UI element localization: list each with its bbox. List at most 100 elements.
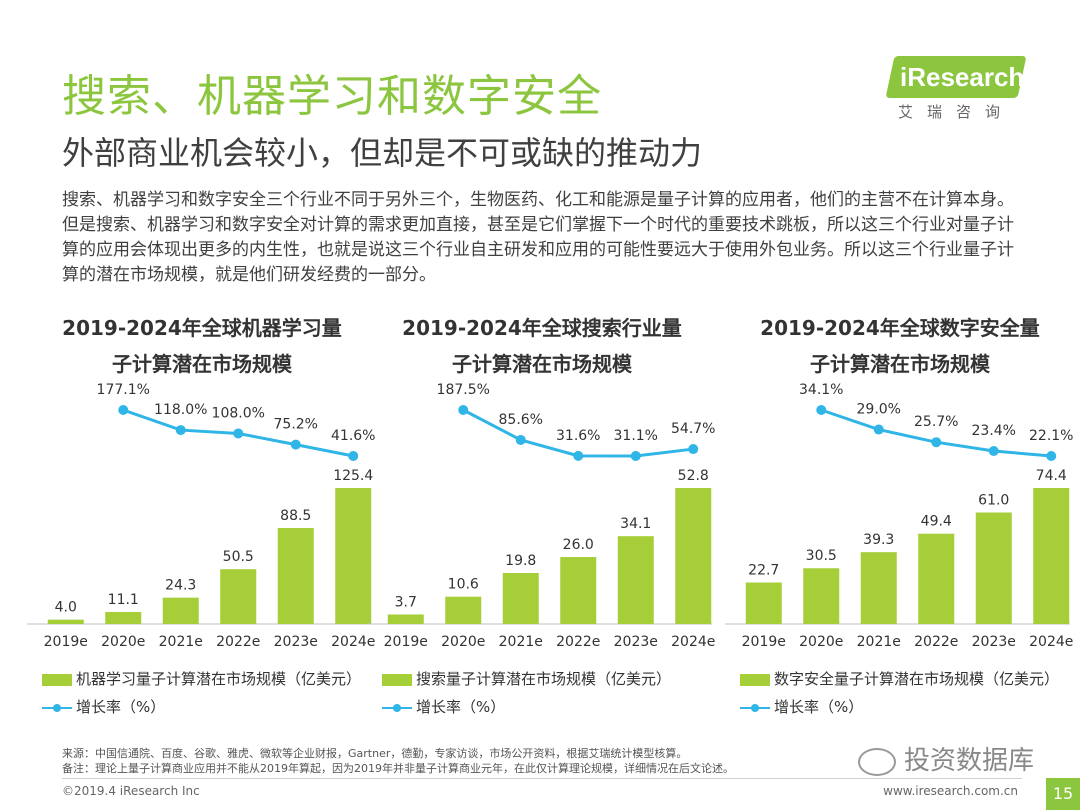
legend-line: 增长率（%）	[740, 696, 863, 717]
bar-label-2023e: 61.0	[978, 492, 1009, 508]
footer-source: 来源：中国信通院、百度、谷歌、雅虎、微软等企业财报，Gartner，德勤，专家访…	[62, 747, 688, 760]
legend-line: 增长率（%）	[42, 696, 165, 717]
chart-title-line2: 子计算潜在市场规模	[112, 352, 292, 376]
logo-badge: iResearch	[885, 56, 1034, 99]
legend-line-label: 增长率（%）	[416, 698, 506, 716]
bar-label-2019e: 3.7	[395, 594, 417, 610]
bar-label-2019e: 4.0	[55, 600, 77, 616]
legend-bar-label: 搜索量子计算潜在市场规模（亿美元）	[416, 670, 672, 688]
bar-label-2020e: 10.6	[448, 577, 479, 593]
bar-2019e	[745, 582, 782, 624]
x-tick-2024e: 2024e	[1029, 634, 1073, 650]
growth-point-2023e	[290, 439, 301, 450]
bar-label-2022e: 26.0	[563, 537, 594, 553]
growth-point-2022e	[573, 450, 584, 461]
copyright: ©2019.4 iResearch Inc	[62, 784, 200, 798]
growth-point-2022e	[233, 428, 244, 439]
growth-label-2021e: 85.6%	[499, 412, 543, 428]
legend-bar: 机器学习量子计算潜在市场规模（亿美元）	[42, 668, 361, 689]
x-tick-2021e: 2021e	[499, 634, 543, 650]
footer-note: 备注：理论上量子计算商业应用并不能从2019年算起，因为2019年并非量子计算商…	[62, 762, 734, 775]
legend-bar: 数字安全量子计算潜在市场规模（亿美元）	[740, 668, 1059, 689]
growth-point-2021e	[175, 425, 186, 436]
legend-bar-label: 机器学习量子计算潜在市场规模（亿美元）	[76, 670, 362, 688]
legend-line: 增长率（%）	[382, 696, 505, 717]
footer-divider	[62, 778, 1022, 779]
growth-label-2020e: 177.1%	[97, 382, 150, 398]
logo-text: iResearch	[900, 62, 1025, 92]
growth-label-2023e: 75.2%	[274, 417, 318, 433]
growth-point-2021e	[515, 434, 526, 445]
x-tick-2022e: 2022e	[556, 634, 600, 650]
bar-label-2023e: 88.5	[280, 508, 311, 524]
x-tick-2024e: 2024e	[671, 634, 715, 650]
legend-bar-swatch	[382, 673, 412, 686]
growth-label-2022e: 25.7%	[914, 414, 958, 430]
bar-label-2024e: 125.4	[333, 468, 373, 484]
bar-2024e	[675, 488, 712, 624]
chart-title-line2: 子计算潜在市场规模	[810, 352, 990, 376]
legend-bar-swatch	[740, 673, 770, 686]
x-tick-2019e: 2019e	[384, 634, 428, 650]
chart-title-line1: 2019-2024年全球机器学习量	[62, 316, 342, 340]
website-link[interactable]: www.iresearch.com.cn	[883, 784, 1018, 798]
growth-point-2022e	[931, 437, 942, 448]
chart-title-line1: 2019-2024年全球数字安全量	[760, 316, 1040, 340]
page-title: 搜索、机器学习和数字安全	[62, 71, 602, 122]
bar-2023e	[975, 512, 1012, 624]
bar-label-2021e: 24.3	[165, 578, 196, 594]
chart-digital-security: 2019-2024年全球数字安全量 子计算潜在市场规模 22.7 2019e 30.…	[720, 308, 1080, 728]
chart-svg: 22.7 2019e 30.5 2020e 39.3 2021e 49.4 2022e 61.0…	[725, 382, 1073, 650]
growth-point-2020e	[118, 405, 129, 415]
bar-2021e	[162, 597, 199, 624]
x-tick-2024e: 2024e	[331, 634, 375, 650]
growth-point-2024e	[348, 451, 359, 461]
growth-label-2022e: 31.6%	[556, 428, 600, 444]
bar-2022e	[220, 569, 257, 624]
bar-label-2022e: 49.4	[921, 514, 952, 530]
bar-label-2024e: 52.8	[678, 468, 709, 484]
wechat-icon	[858, 747, 896, 776]
growth-label-2022e: 108.0%	[212, 405, 265, 421]
x-tick-2021e: 2021e	[159, 634, 203, 650]
bar-label-2021e: 39.3	[863, 532, 894, 548]
page-subtitle: 外部商业机会较小，但却是不可或缺的推动力	[62, 134, 703, 172]
bar-label-2021e: 19.8	[505, 553, 536, 569]
growth-label-2021e: 29.0%	[857, 402, 901, 418]
x-tick-2020e: 2020e	[799, 634, 843, 650]
chart-svg: 3.7 2019e 10.6 2020e 19.8 2021e 26.0 2022e 34.1 2…	[367, 382, 715, 650]
x-tick-2020e: 2020e	[441, 634, 485, 650]
bar-label-2020e: 11.1	[108, 592, 139, 608]
growth-point-2020e	[458, 405, 469, 415]
bar-2024e	[1033, 488, 1070, 624]
page-number: 15	[1046, 778, 1080, 810]
legend-bar-swatch	[42, 673, 72, 686]
bar-label-2023e: 34.1	[620, 516, 651, 532]
legend-line-label: 增长率（%）	[774, 698, 864, 716]
growth-label-2024e: 54.7%	[671, 421, 715, 437]
chart-title-line1: 2019-2024年全球搜索行业量	[402, 316, 682, 340]
legend-line-swatch	[740, 703, 770, 713]
growth-point-2023e	[988, 446, 999, 457]
x-tick-2019e: 2019e	[742, 634, 786, 650]
x-tick-2019e: 2019e	[44, 634, 88, 650]
watermark: 投资数据库	[858, 740, 1034, 777]
legend-line-swatch	[42, 703, 72, 713]
bar-label-2024e: 74.4	[1036, 468, 1067, 484]
legend-line-swatch	[382, 703, 412, 713]
growth-label-2023e: 31.1%	[614, 428, 658, 444]
growth-point-2021e	[873, 424, 884, 435]
growth-label-2021e: 118.0%	[154, 402, 207, 418]
x-tick-2023e: 2023e	[274, 634, 318, 650]
growth-point-2024e	[688, 444, 699, 455]
bar-label-2022e: 50.5	[223, 549, 254, 565]
description-paragraph: 搜索、机器学习和数字安全三个行业不同于另外三个，生物医药、化工和能源是量子计算的…	[62, 190, 1014, 285]
growth-label-2020e: 34.1%	[799, 382, 843, 398]
bar-2020e	[445, 596, 482, 624]
bar-2019e	[387, 614, 424, 624]
chart-svg: 4.0 2019e 11.1 2020e 24.3 2021e 50.5 2022e 88.5 2…	[27, 382, 375, 650]
iresearch-logo: iResearch 艾瑞咨询	[885, 56, 1030, 122]
growth-label-2023e: 23.4%	[972, 423, 1016, 439]
bar-2021e	[502, 573, 539, 624]
x-tick-2022e: 2022e	[914, 634, 958, 650]
